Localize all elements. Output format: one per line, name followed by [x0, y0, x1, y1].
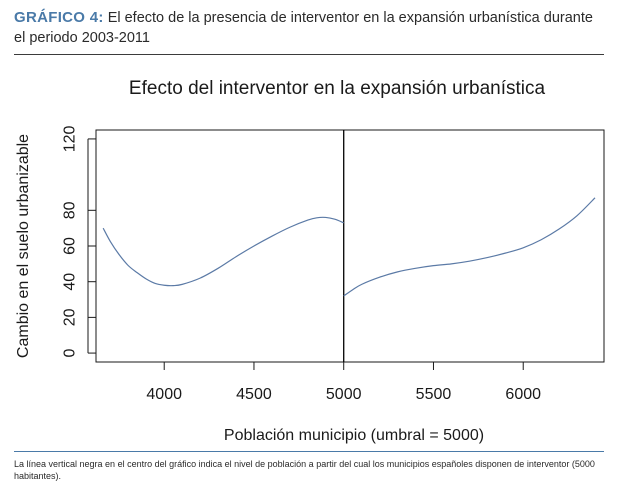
x-axis-label: Población municipio (umbral = 5000) — [224, 427, 484, 444]
series-group — [102, 197, 596, 297]
series-line — [102, 216, 344, 287]
x-tick-label: 4000 — [146, 386, 182, 403]
y-tick-label: 60 — [62, 237, 79, 255]
y-tick-label: 20 — [62, 308, 79, 326]
y-axis-label: Cambio en el suelo urbanizable — [15, 134, 32, 358]
footer-divider — [14, 451, 604, 452]
x-tick-label: 4500 — [236, 386, 272, 403]
x-tick-label: 6000 — [505, 386, 541, 403]
y-tick-label: 40 — [62, 273, 79, 291]
series-line — [343, 197, 596, 297]
y-tick-label: 0 — [62, 349, 79, 358]
x-axis: 4000 4500 5000 5500 6000 — [146, 362, 541, 403]
y-tick-label: 120 — [62, 125, 79, 152]
figure-label: GRÁFICO 4: — [14, 9, 104, 26]
chart-title: Efecto del interventor en la expansión u… — [129, 78, 546, 99]
x-tick-label: 5000 — [326, 386, 362, 403]
header-divider — [14, 54, 604, 55]
footnote: La línea vertical negra en el centro del… — [14, 459, 595, 481]
x-tick-label: 5500 — [416, 386, 452, 403]
chart: Efecto del interventor en la expansión u… — [15, 78, 605, 444]
figure-caption: El efecto de la presencia de interventor… — [14, 10, 593, 46]
y-axis: 0 20 40 60 80 120 — [62, 125, 96, 358]
y-tick-label: 80 — [62, 201, 79, 219]
figure-header: GRÁFICO 4: El efecto de la presencia de … — [14, 8, 604, 48]
